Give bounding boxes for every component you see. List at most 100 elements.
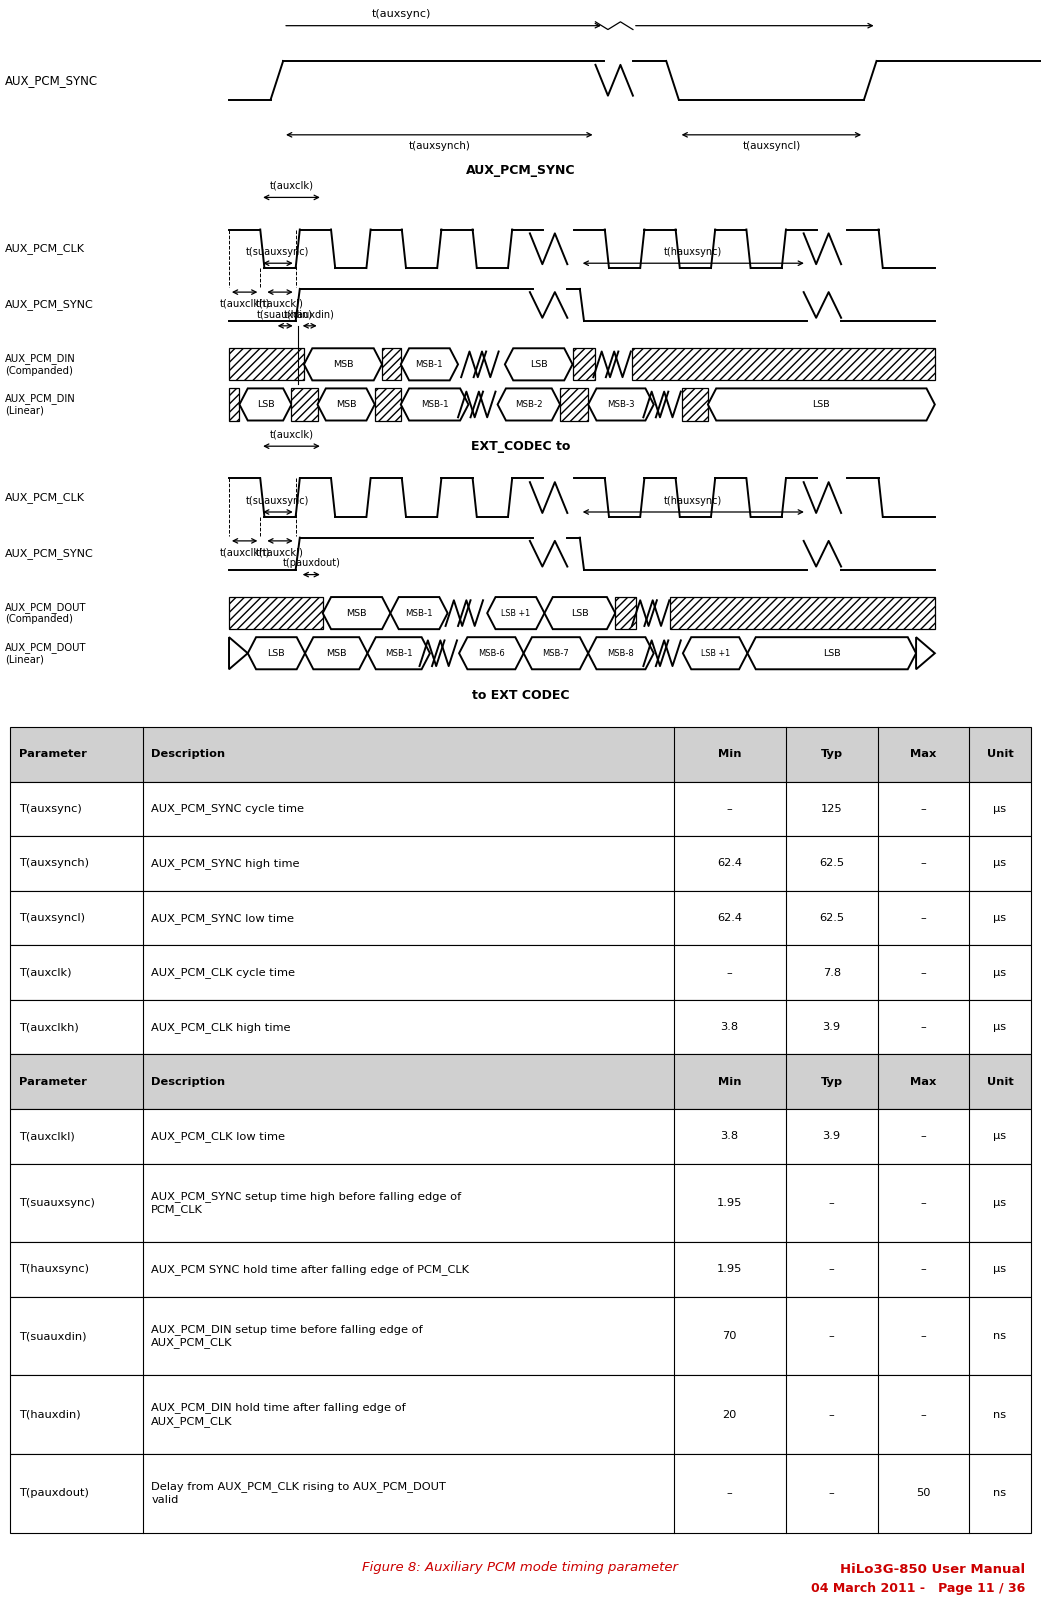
Text: MSB-6: MSB-6 [478, 648, 505, 658]
Text: LSB: LSB [257, 400, 274, 409]
Text: AUX_PCM_DIN setup time before falling edge of
AUX_PCM_CLK: AUX_PCM_DIN setup time before falling ed… [151, 1324, 423, 1348]
Polygon shape [459, 637, 524, 669]
Text: t(pauxdout): t(pauxdout) [282, 559, 340, 568]
Text: AUX_PCM_CLK high time: AUX_PCM_CLK high time [151, 1022, 290, 1032]
Polygon shape [544, 597, 615, 629]
Text: –: – [829, 1197, 835, 1209]
Bar [10, 1375, 1031, 1454]
Polygon shape [487, 597, 544, 629]
Text: 62.4: 62.4 [717, 913, 742, 923]
Text: AUX_PCM_SYNC: AUX_PCM_SYNC [5, 549, 94, 559]
Polygon shape [524, 637, 588, 669]
Text: –: – [727, 804, 733, 814]
Text: 3.9: 3.9 [822, 1022, 841, 1032]
Text: μs: μs [993, 1132, 1007, 1141]
Text: t(auxclkh): t(auxclkh) [220, 547, 270, 557]
Polygon shape [367, 637, 430, 669]
Text: MSB: MSB [326, 648, 347, 658]
Bar [560, 388, 588, 421]
Text: EXT_CODEC to: EXT_CODEC to [471, 440, 570, 453]
Text: Figure 8: Auxiliary PCM mode timing parameter: Figure 8: Auxiliary PCM mode timing para… [362, 1562, 679, 1575]
Bar [10, 891, 1031, 945]
Polygon shape [323, 597, 390, 629]
Text: Parameter: Parameter [19, 1077, 86, 1087]
Text: ns: ns [993, 1488, 1007, 1497]
Text: –: – [727, 968, 733, 977]
Text: MSB-8: MSB-8 [608, 648, 634, 658]
Text: T(suauxdin): T(suauxdin) [19, 1331, 86, 1342]
Bar [229, 348, 304, 380]
Text: 62.4: 62.4 [717, 859, 742, 868]
Text: t(hauxsync): t(hauxsync) [664, 496, 722, 506]
Text: t(auxsyncl): t(auxsyncl) [742, 141, 801, 151]
Text: AUX_PCM_SYNC: AUX_PCM_SYNC [5, 74, 98, 87]
Text: –: – [920, 1409, 926, 1420]
Text: 04 March 2011 -   Page 11 / 36: 04 March 2011 - Page 11 / 36 [811, 1583, 1025, 1595]
Text: AUX_PCM_CLK cycle time: AUX_PCM_CLK cycle time [151, 968, 296, 977]
Text: –: – [920, 968, 926, 977]
Polygon shape [588, 388, 654, 421]
Text: μs: μs [993, 1265, 1007, 1274]
Text: Description: Description [151, 1077, 226, 1087]
Polygon shape [229, 637, 248, 669]
Text: LSB +1: LSB +1 [701, 648, 730, 658]
Text: 3.8: 3.8 [720, 1022, 739, 1032]
Text: LSB +1: LSB +1 [502, 608, 530, 618]
Bar [632, 348, 935, 380]
Text: –: – [920, 859, 926, 868]
Text: 70: 70 [722, 1331, 737, 1342]
Bar [10, 1164, 1031, 1242]
Text: t(auxclkh): t(auxclkh) [220, 299, 270, 308]
Text: LSB: LSB [813, 400, 830, 409]
Text: AUX_PCM_CLK low time: AUX_PCM_CLK low time [151, 1132, 285, 1141]
Bar [229, 597, 323, 629]
Text: MSB-7: MSB-7 [542, 648, 569, 658]
Text: AUX_PCM_DOUT
(Companded): AUX_PCM_DOUT (Companded) [5, 602, 86, 624]
Text: to EXT CODEC: to EXT CODEC [472, 689, 569, 701]
Polygon shape [401, 348, 458, 380]
Text: t(tauxckl): t(tauxckl) [256, 299, 304, 308]
Text: AUX_PCM_SYNC high time: AUX_PCM_SYNC high time [151, 859, 300, 868]
Bar [10, 1297, 1031, 1375]
Text: Max: Max [910, 750, 937, 759]
Text: MSB-2: MSB-2 [515, 400, 542, 409]
Text: T(auxsynch): T(auxsynch) [19, 859, 88, 868]
Bar [10, 945, 1031, 1000]
Text: T(pauxdout): T(pauxdout) [19, 1488, 88, 1497]
Text: Typ: Typ [820, 1077, 843, 1087]
Text: MSB-1: MSB-1 [415, 360, 443, 369]
Text: MSB: MSB [347, 608, 366, 618]
Bar [615, 597, 636, 629]
Bar [10, 782, 1031, 836]
Polygon shape [390, 597, 448, 629]
Text: 20: 20 [722, 1409, 737, 1420]
Polygon shape [239, 388, 291, 421]
Text: –: – [920, 1331, 926, 1342]
Text: MSB-1: MSB-1 [405, 608, 433, 618]
Text: –: – [920, 1022, 926, 1032]
Text: MSB: MSB [336, 400, 356, 409]
Text: t(auxsync): t(auxsync) [372, 10, 432, 19]
Text: AUX_PCM_SYNC cycle time: AUX_PCM_SYNC cycle time [151, 804, 304, 814]
Text: –: – [727, 1488, 733, 1497]
Polygon shape [916, 637, 935, 669]
Bar [682, 388, 708, 421]
Text: t(suauxdin): t(suauxdin) [257, 310, 313, 319]
Text: t(hauxsync): t(hauxsync) [664, 247, 722, 257]
Text: T(auxclk): T(auxclk) [19, 968, 71, 977]
Text: t(hauxdin): t(hauxdin) [284, 310, 335, 319]
Polygon shape [708, 388, 935, 421]
Text: –: – [829, 1331, 835, 1342]
Text: –: – [829, 1265, 835, 1274]
Text: AUX_PCM_CLK: AUX_PCM_CLK [5, 244, 85, 254]
Text: 7.8: 7.8 [822, 968, 841, 977]
Text: –: – [829, 1488, 835, 1497]
Text: Parameter: Parameter [19, 750, 86, 759]
Text: μs: μs [993, 913, 1007, 923]
Text: AUX_PCM_DIN
(Companded): AUX_PCM_DIN (Companded) [5, 353, 76, 376]
Text: 3.9: 3.9 [822, 1132, 841, 1141]
Text: T(suauxsync): T(suauxsync) [19, 1197, 95, 1209]
Text: AUX_PCM_SYNC: AUX_PCM_SYNC [5, 300, 94, 310]
Text: t(auxsynch): t(auxsynch) [408, 141, 471, 151]
Bar [573, 348, 595, 380]
